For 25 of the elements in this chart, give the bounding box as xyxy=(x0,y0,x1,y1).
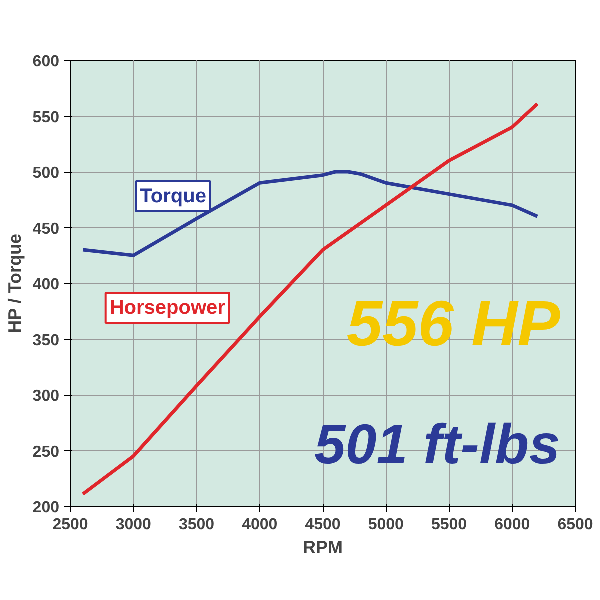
y-tick-label: 600 xyxy=(32,54,60,70)
x-tick-label: 4500 xyxy=(305,516,341,534)
y-tick-label: 200 xyxy=(32,500,60,516)
y-tick-label: 450 xyxy=(32,220,60,238)
x-tick-label: 6500 xyxy=(558,516,594,534)
x-tick-label: 2500 xyxy=(52,516,88,534)
x-tick-label: 5000 xyxy=(368,516,404,534)
y-tick-label: 300 xyxy=(32,388,60,405)
annotation: 501 ft-lbs xyxy=(314,412,560,476)
y-tick-label: 250 xyxy=(32,444,60,461)
x-tick-label: 4000 xyxy=(242,516,278,534)
line-series xyxy=(81,170,540,258)
x-tick-label: 3500 xyxy=(178,516,215,534)
x-tick-label: 6000 xyxy=(494,516,530,534)
x-tick-label: 3000 xyxy=(116,516,152,534)
annotation: 556 HP xyxy=(346,287,561,360)
x-axis-title: RPM xyxy=(303,538,343,558)
x-tick-label: 5500 xyxy=(431,516,468,534)
y-tick-label: 400 xyxy=(32,276,60,294)
series-label: Horsepower xyxy=(110,297,226,320)
y-axis-title: HP / Torque xyxy=(4,234,25,334)
series-label: Torque xyxy=(140,186,206,208)
y-tick-label: 500 xyxy=(32,165,60,182)
y-tick-label: 350 xyxy=(32,332,60,350)
y-tick-label: 550 xyxy=(32,109,60,126)
